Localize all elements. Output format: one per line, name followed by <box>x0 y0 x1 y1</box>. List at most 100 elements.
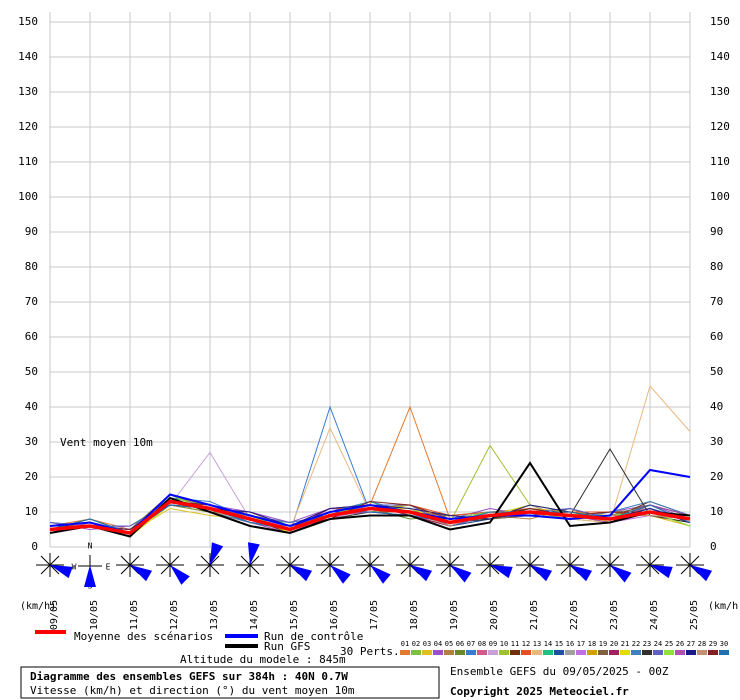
y-tick-label: 0 <box>31 540 38 553</box>
legend-label: 06 <box>456 640 464 648</box>
wind-arrow <box>170 565 190 585</box>
wind-arrow <box>689 565 713 582</box>
legend-label: 08 <box>478 640 486 648</box>
legend-swatch <box>675 650 685 655</box>
y-tick-label-right: 10 <box>710 505 723 518</box>
legend-label: Run GFS <box>264 640 310 653</box>
y-tick-label: 20 <box>25 470 38 483</box>
legend-swatch <box>543 650 553 655</box>
legend-label: 18 <box>588 640 596 648</box>
y-tick-label-right: 120 <box>710 120 730 133</box>
y-tick-label-right: 50 <box>710 365 723 378</box>
x-tick-label: 11/05 <box>129 600 140 630</box>
legend-swatch <box>719 650 729 655</box>
legend-swatch <box>708 650 718 655</box>
legend-swatch <box>444 650 454 655</box>
legend-swatch <box>565 650 575 655</box>
legend-swatch <box>576 650 586 655</box>
legend-label: 23 <box>643 640 651 648</box>
legend-label: Moyenne des scénarios <box>74 630 213 643</box>
legend-swatch <box>664 650 674 655</box>
y-tick-label: 40 <box>25 400 38 413</box>
wind-arrow <box>50 565 73 579</box>
legend-swatch <box>455 650 465 655</box>
wind-arrow <box>490 565 513 579</box>
legend-label: 13 <box>533 640 541 648</box>
x-tick-label: 13/05 <box>209 600 220 630</box>
legend-swatch <box>488 650 498 655</box>
y-tick-label: 80 <box>25 260 38 273</box>
legend-label: 21 <box>621 640 629 648</box>
legend-label: 27 <box>687 640 695 648</box>
legend-swatch <box>642 650 652 655</box>
legend-swatch <box>521 650 531 655</box>
y-tick-label-right: 150 <box>710 15 730 28</box>
title: Diagramme des ensembles GEFS sur 384h : … <box>30 670 348 683</box>
wind-arrow <box>650 565 673 579</box>
y-tick-label-right: 70 <box>710 295 723 308</box>
legend-swatch <box>532 650 542 655</box>
legend-label: 01 <box>401 640 409 648</box>
legend-label: 07 <box>467 640 475 648</box>
legend-label: 29 <box>709 640 717 648</box>
x-tick-label: 17/05 <box>369 600 380 630</box>
wind-arrow <box>370 565 391 584</box>
grid <box>49 12 691 548</box>
wind-arrow <box>130 565 153 582</box>
x-tick-label: 14/05 <box>249 600 260 630</box>
y-tick-label: 130 <box>18 85 38 98</box>
wind-arrow <box>529 565 553 582</box>
y-tick-label-right: 110 <box>710 155 730 168</box>
wind-arrow <box>449 565 472 583</box>
legend-label: 14 <box>544 640 552 648</box>
y-tick-label-right: 30 <box>710 435 723 448</box>
y-tick-label: 100 <box>18 190 38 203</box>
legend-swatch <box>697 650 707 655</box>
lines <box>49 384 691 538</box>
legend-label: 15 <box>555 640 563 648</box>
y-tick-label: 150 <box>18 15 38 28</box>
legend-swatch <box>554 650 564 655</box>
wind-arrow <box>610 565 632 583</box>
x-tick-label: 22/05 <box>569 600 580 630</box>
legend-label: 12 <box>522 640 530 648</box>
y-tick-label-right: 20 <box>710 470 723 483</box>
y-tick-label-right: 90 <box>710 225 723 238</box>
x-tick-label: 18/05 <box>409 600 420 630</box>
legend-label: 09 <box>489 640 497 648</box>
altitude-label: Altitude du modele : 845m <box>180 653 346 666</box>
y-tick-label-right: 140 <box>710 50 730 63</box>
legend-label: 30 <box>720 640 728 648</box>
legend-label: 22 <box>632 640 640 648</box>
run-label: Ensemble GEFS du 09/05/2025 - 00Z <box>450 665 669 678</box>
legend-label: 20 <box>610 640 618 648</box>
legend-label: 05 <box>445 640 453 648</box>
legend-label: 11 <box>511 640 519 648</box>
legend-swatch <box>598 650 608 655</box>
legend-label: 03 <box>423 640 431 648</box>
y-tick-label: 120 <box>18 120 38 133</box>
y-tick-label: 140 <box>18 50 38 63</box>
y-tick-label-right: 40 <box>710 400 723 413</box>
compass-w: W <box>72 563 77 572</box>
legend-swatch <box>631 650 641 655</box>
legend-label: Run de contrôle <box>264 630 363 643</box>
x-tick-label: 23/05 <box>609 600 620 630</box>
x-tick-label: 16/05 <box>329 600 340 630</box>
wind-arrow <box>569 565 593 582</box>
x-tick-label: 10/05 <box>89 600 100 630</box>
wind-arrow <box>210 542 224 565</box>
legend-swatch <box>477 650 487 655</box>
legend-label: 02 <box>412 640 420 648</box>
compass-e: E <box>106 563 111 572</box>
legend-label: 25 <box>665 640 673 648</box>
x-tick-label: 20/05 <box>489 600 500 630</box>
copyright: Copyright 2025 Meteociel.fr <box>450 685 629 698</box>
legend-swatch <box>411 650 421 655</box>
subtitle: Vitesse (km/h) et direction (°) du vent … <box>30 684 355 697</box>
y-tick-label-right: 130 <box>710 85 730 98</box>
y-tick-label: 50 <box>25 365 38 378</box>
legend-swatch <box>466 650 476 655</box>
y-tick-label: 90 <box>25 225 38 238</box>
